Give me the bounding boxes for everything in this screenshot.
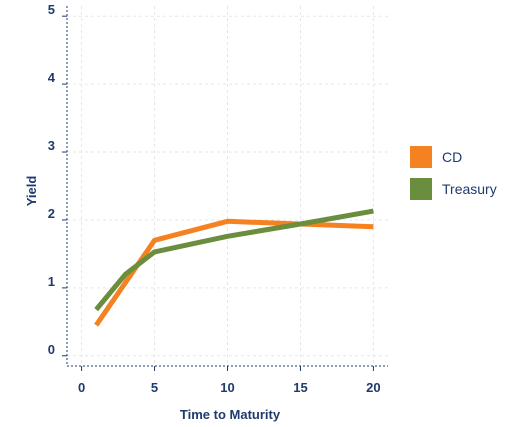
y-tick-label: 1 — [48, 274, 55, 289]
y-axis-title: Yield — [24, 176, 39, 207]
x-tick-label: 15 — [293, 380, 307, 395]
y-tick-label: 3 — [48, 138, 55, 153]
y-tick-label: 0 — [48, 342, 55, 357]
legend-label-cd: CD — [442, 149, 462, 165]
grid — [67, 6, 388, 366]
x-tick-label: 5 — [151, 380, 158, 395]
y-tick-label: 4 — [48, 70, 56, 85]
legend: CD Treasury — [410, 146, 497, 200]
legend-swatch-treasury — [410, 178, 432, 200]
x-tick-label: 10 — [220, 380, 234, 395]
x-axis-title: Time to Maturity — [180, 407, 281, 422]
x-tick-label: 20 — [366, 380, 380, 395]
tick-labels: 0 5 10 15 20 0 1 2 3 4 5 — [48, 2, 381, 395]
axes — [62, 6, 388, 371]
legend-swatch-cd — [410, 146, 432, 168]
series-lines — [96, 211, 373, 325]
y-tick-label: 5 — [48, 2, 55, 17]
legend-label-treasury: Treasury — [442, 181, 497, 197]
y-tick-label: 2 — [48, 206, 55, 221]
x-tick-label: 0 — [78, 380, 85, 395]
